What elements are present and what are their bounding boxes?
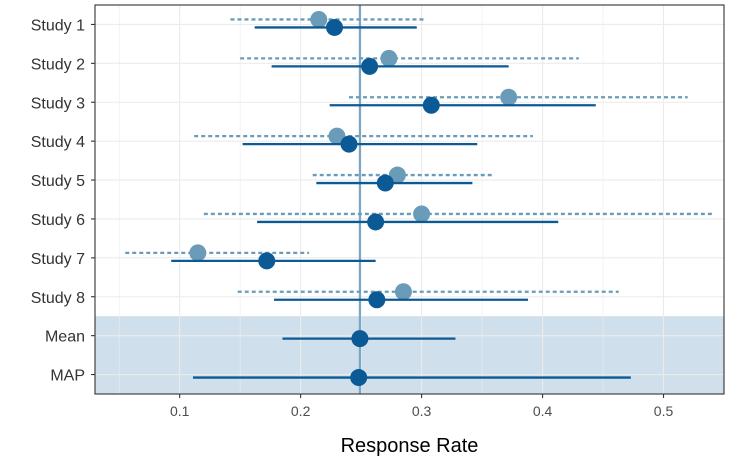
y-tick-label: MAP bbox=[50, 368, 85, 385]
estimate-point-light bbox=[189, 244, 207, 262]
estimate-point-dark bbox=[258, 252, 276, 270]
estimate-point-dark bbox=[367, 213, 385, 231]
y-tick-label: Study 1 bbox=[31, 17, 85, 34]
x-tick-label: 0.1 bbox=[170, 403, 190, 419]
estimate-point-dark bbox=[351, 330, 369, 348]
estimate-point-light bbox=[500, 88, 518, 106]
y-tick-label: Study 2 bbox=[31, 56, 85, 73]
estimate-point-light bbox=[388, 166, 406, 184]
estimate-point-dark bbox=[422, 96, 440, 114]
gridlines bbox=[95, 5, 725, 394]
estimate-point-dark bbox=[368, 291, 386, 309]
estimate-point-light bbox=[380, 49, 398, 67]
x-axis: 0.1 0.2 0.3 0.4 0.5 bbox=[170, 394, 674, 419]
y-tick-label: Study 5 bbox=[31, 173, 85, 190]
x-tick-label: 0.5 bbox=[654, 403, 674, 419]
estimate-point-light bbox=[394, 283, 412, 301]
x-tick-label: 0.4 bbox=[533, 403, 553, 419]
interval-series bbox=[125, 10, 715, 387]
y-tick-label: Study 4 bbox=[31, 134, 85, 151]
pooled-rows-shading bbox=[95, 316, 724, 394]
x-tick-label: 0.2 bbox=[291, 403, 311, 419]
y-tick-label: Mean bbox=[45, 329, 85, 346]
y-tick-label: Study 6 bbox=[31, 212, 85, 229]
x-tick-label: 0.3 bbox=[412, 403, 432, 419]
estimate-point-light bbox=[328, 127, 346, 145]
shaded-band bbox=[95, 316, 724, 394]
estimate-point-dark bbox=[326, 18, 344, 36]
y-tick-label: Study 8 bbox=[31, 290, 85, 307]
x-axis-title: Response Rate bbox=[341, 435, 479, 457]
y-tick-label: Study 7 bbox=[31, 251, 85, 268]
estimate-point-dark bbox=[350, 369, 368, 387]
estimate-point-light bbox=[413, 205, 431, 223]
estimate-point-dark bbox=[376, 174, 394, 192]
y-axis-labels: Study 1 Study 2 Study 3 Study 4 Study 5 Study… bbox=[31, 17, 95, 385]
panel-border bbox=[94, 4, 725, 395]
estimate-point-light bbox=[310, 10, 328, 28]
estimate-point-dark bbox=[340, 135, 358, 153]
estimate-point-dark bbox=[361, 57, 379, 75]
y-tick-label: Study 3 bbox=[31, 95, 85, 112]
